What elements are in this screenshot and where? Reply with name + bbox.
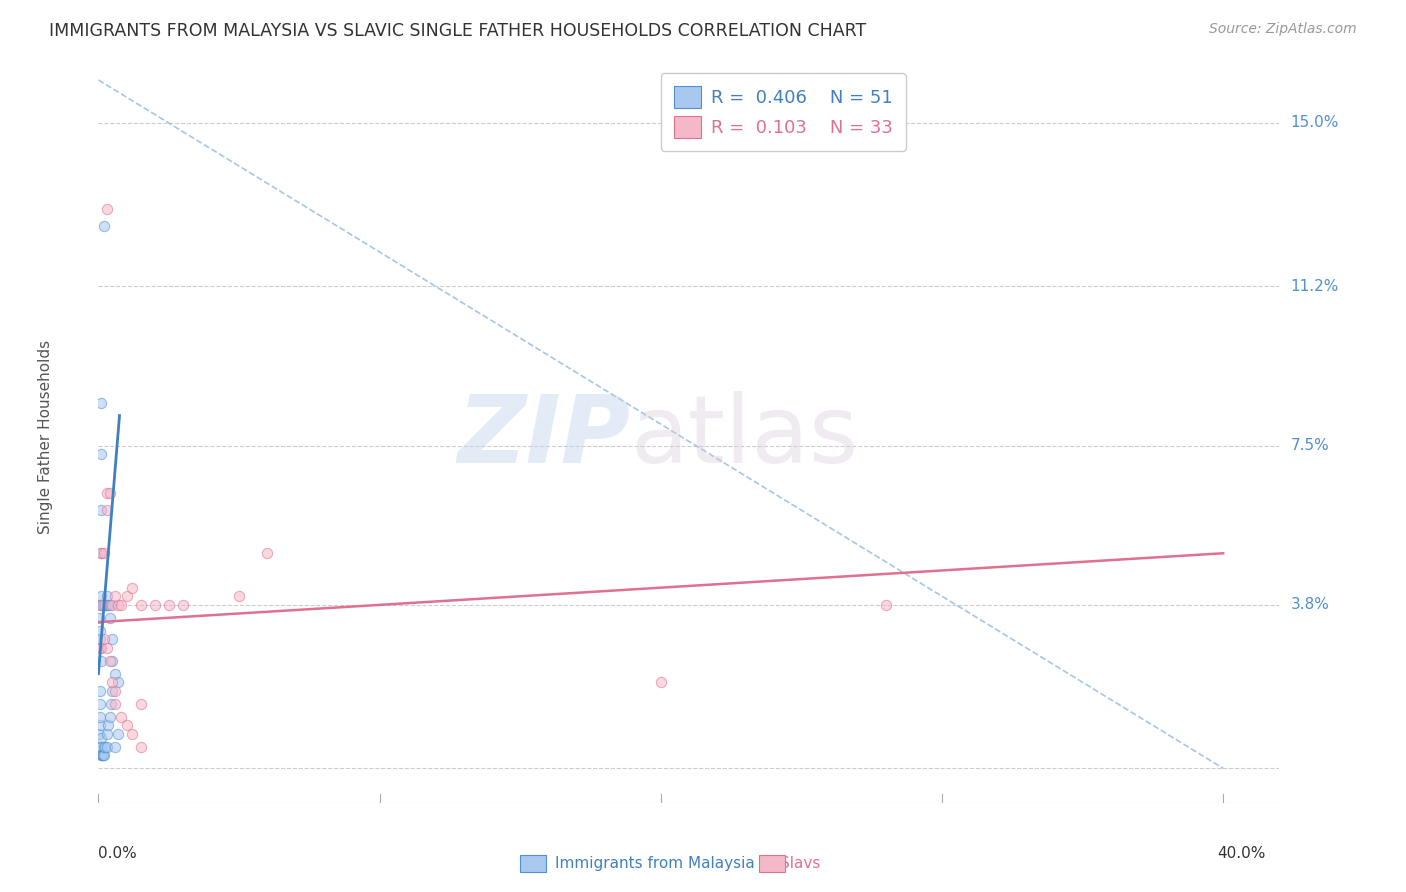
Point (104, 666, 127, 681)
Point (172, 598, 194, 612)
Point (256, 546, 278, 560)
Point (90, 598, 112, 612)
Text: ZIP: ZIP (457, 391, 630, 483)
Point (129, 598, 152, 612)
Text: Slavs: Slavs (780, 856, 821, 871)
Point (101, 675, 124, 690)
Point (98, 654, 121, 668)
Point (93, 632, 115, 647)
Point (101, 654, 124, 668)
Point (104, 589, 127, 603)
Point (96, 503, 118, 517)
Point (875, 598, 897, 612)
Point (157, 598, 180, 612)
Point (650, 675, 672, 690)
Point (89, 727, 111, 741)
Text: 40.0%: 40.0% (1218, 846, 1265, 861)
Point (93, 546, 115, 560)
Point (90, 640, 112, 655)
Point (90, 739, 112, 754)
Point (96, 486, 118, 500)
Point (104, 739, 127, 754)
Point (107, 675, 129, 690)
Point (121, 727, 143, 741)
Point (90, 748, 112, 763)
Point (91, 748, 114, 763)
Legend: R =  0.406    N = 51, R =  0.103    N = 33: R = 0.406 N = 51, R = 0.103 N = 33 (661, 73, 905, 151)
Point (121, 581, 143, 595)
Text: IMMIGRANTS FROM MALAYSIA VS SLAVIC SINGLE FATHER HOUSEHOLDS CORRELATION CHART: IMMIGRANTS FROM MALAYSIA VS SLAVIC SINGL… (49, 22, 866, 40)
Point (110, 598, 132, 612)
Point (110, 710, 132, 724)
Point (96, 589, 118, 603)
Point (98, 710, 121, 724)
Point (96, 739, 118, 754)
Text: Single Father Households: Single Father Households (38, 340, 53, 534)
Point (93, 598, 115, 612)
Point (100, 697, 122, 711)
Point (104, 697, 127, 711)
Point (89, 598, 111, 612)
Point (90, 395, 112, 409)
Point (89, 632, 111, 647)
Text: 11.2%: 11.2% (1291, 279, 1339, 294)
Point (96, 202, 118, 216)
Point (90, 589, 112, 603)
Point (101, 632, 124, 647)
Point (101, 684, 124, 698)
Point (96, 727, 118, 741)
Point (98, 598, 121, 612)
Point (91, 598, 114, 612)
Point (90, 546, 112, 560)
Point (93, 739, 115, 754)
Point (90, 447, 112, 461)
Point (97, 598, 120, 612)
Point (115, 718, 138, 732)
Point (143, 598, 166, 612)
Point (96, 640, 118, 655)
Point (91, 748, 114, 763)
Point (90, 598, 112, 612)
Point (98, 486, 121, 500)
Text: 0.0%: 0.0% (98, 846, 138, 861)
Point (93, 598, 115, 612)
Text: 7.5%: 7.5% (1291, 438, 1329, 453)
Point (89, 710, 111, 724)
Point (129, 739, 152, 754)
Point (89, 624, 111, 638)
Point (97, 718, 120, 732)
Point (94, 739, 117, 754)
Point (107, 727, 129, 741)
Point (115, 589, 138, 603)
Point (90, 748, 112, 763)
Point (90, 731, 112, 746)
Point (93, 598, 115, 612)
Point (101, 598, 124, 612)
Text: Source: ZipAtlas.com: Source: ZipAtlas.com (1209, 22, 1357, 37)
Point (90, 546, 112, 560)
Point (96, 598, 118, 612)
Point (98, 611, 121, 625)
Point (89, 697, 111, 711)
Point (93, 748, 115, 763)
Point (94, 598, 117, 612)
Text: atlas: atlas (630, 391, 858, 483)
Point (89, 611, 111, 625)
Point (89, 640, 111, 655)
Point (90, 503, 112, 517)
Point (104, 684, 127, 698)
Text: 3.8%: 3.8% (1291, 598, 1330, 613)
Point (93, 219, 115, 234)
Point (91, 748, 114, 763)
Text: Immigrants from Malaysia: Immigrants from Malaysia (555, 856, 755, 871)
Point (89, 684, 111, 698)
Point (129, 697, 152, 711)
Point (89, 718, 111, 732)
Point (90, 739, 112, 754)
Text: 15.0%: 15.0% (1291, 115, 1339, 130)
Point (90, 654, 112, 668)
Point (107, 598, 129, 612)
Point (228, 589, 250, 603)
